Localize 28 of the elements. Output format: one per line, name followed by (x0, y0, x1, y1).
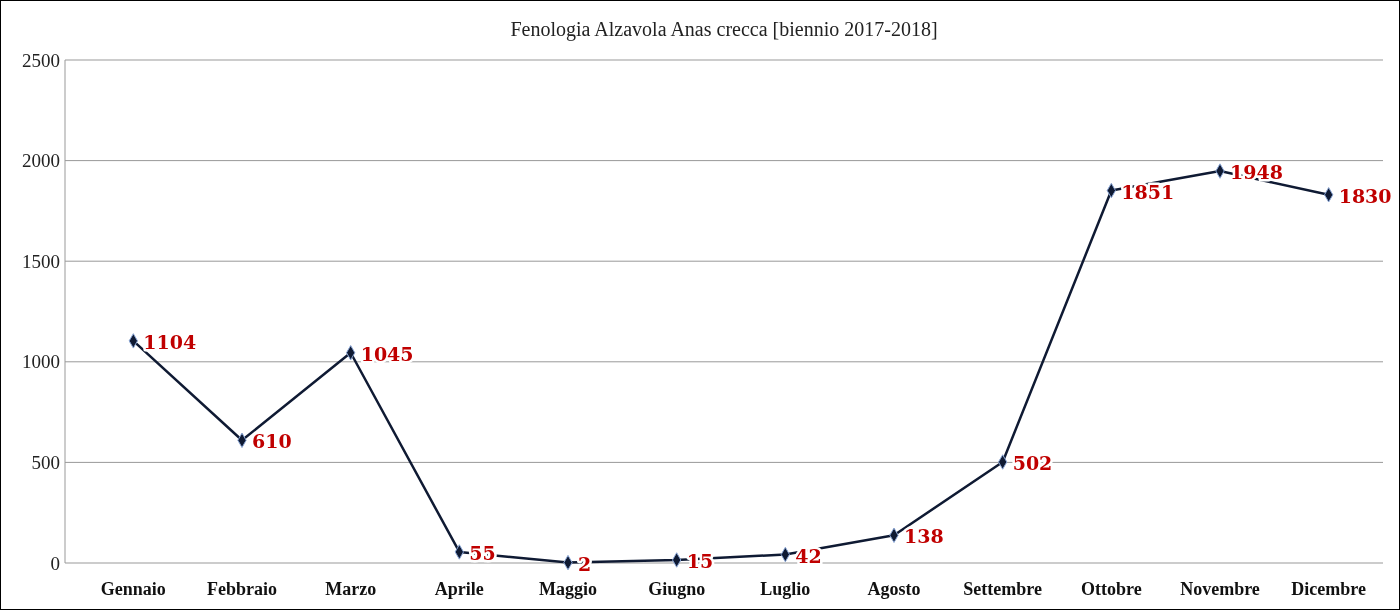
data-label: 138 (904, 525, 944, 548)
x-tick-label: Gennaio (100, 579, 166, 599)
data-label: 610 (252, 430, 292, 453)
x-tick-label: Marzo (325, 579, 377, 599)
data-label: 1948 (1230, 161, 1283, 184)
data-label: 1851 (1121, 180, 1175, 203)
data-label: 1045 (360, 342, 414, 365)
x-tick-label: Giugno (648, 579, 706, 599)
data-label: 1830 (1338, 184, 1392, 207)
y-tick-label: 2500 (22, 49, 60, 71)
x-tick-label: Aprile (434, 579, 484, 599)
x-tick-label: Dicembre (1291, 579, 1366, 599)
x-tick-label: Luglio (760, 579, 811, 599)
data-label: 1104 (143, 330, 197, 353)
y-tick-label: 0 (50, 552, 60, 574)
y-tick-label: 1000 (22, 351, 60, 373)
y-tick-label: 2000 (22, 150, 60, 172)
data-label: 42 (795, 544, 822, 567)
chart-title: Fenologia Alzavola Anas crecca [biennio 2017-2018] (510, 18, 938, 41)
y-tick-label: 500 (31, 452, 60, 474)
x-tick-label: Maggio (539, 579, 597, 599)
x-tick-label: Settembre (963, 579, 1042, 599)
data-label: 502 (1012, 452, 1053, 474)
x-tick-label: Agosto (867, 579, 921, 599)
x-tick-label: Febbraio (207, 579, 277, 599)
x-tick-label: Novembre (1180, 579, 1260, 599)
x-tick-label: Ottobre (1081, 579, 1142, 599)
y-tick-label: 1500 (22, 250, 60, 272)
